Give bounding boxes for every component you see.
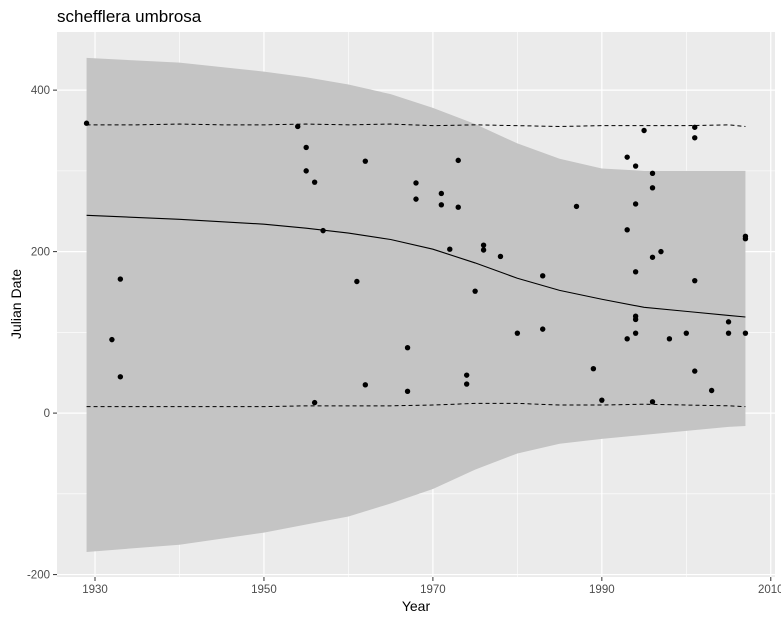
data-point [455, 157, 461, 164]
data-point [632, 163, 639, 169]
data-point [303, 168, 309, 174]
data-point [683, 330, 690, 336]
data-point [692, 135, 698, 141]
data-point [624, 227, 630, 233]
data-point [497, 253, 504, 260]
data-point [649, 185, 656, 191]
data-point [303, 144, 309, 151]
y-tick-label: 400 [31, 85, 50, 97]
data-point [725, 319, 732, 325]
data-point [514, 330, 521, 336]
data-point [632, 316, 639, 323]
data-point [632, 201, 639, 207]
data-point [480, 247, 487, 253]
data-point [599, 397, 605, 403]
data-point [362, 158, 369, 164]
data-point [109, 336, 115, 343]
x-tick-label: 1970 [420, 584, 446, 596]
y-tick-label: 0 [44, 408, 50, 420]
data-point [573, 203, 580, 210]
data-point [311, 179, 318, 185]
data-point [320, 227, 326, 234]
data-point [480, 242, 487, 248]
data-point [438, 190, 445, 197]
data-point [472, 288, 478, 294]
data-point [540, 273, 546, 279]
data-point [624, 154, 630, 160]
x-axis-title: Year [402, 598, 431, 614]
y-tick-label: 200 [31, 247, 50, 259]
fit-line [86, 214, 746, 318]
data-point [83, 120, 90, 126]
data-point [295, 123, 301, 130]
x-tick-label: 2010 [758, 584, 781, 596]
confidence-ribbon [86, 57, 746, 552]
data-point [117, 374, 124, 380]
data-point [455, 204, 461, 210]
y-tick-label: -200 [27, 570, 50, 582]
data-point [708, 387, 715, 394]
data-point [311, 399, 318, 406]
data-point [692, 124, 698, 130]
data-point [632, 269, 639, 275]
x-tick-label: 1950 [251, 584, 277, 596]
data-point [649, 399, 656, 405]
data-point [632, 330, 639, 336]
data-point [590, 365, 597, 372]
data-point [438, 202, 445, 208]
data-point [649, 254, 656, 260]
data-point [463, 381, 470, 387]
data-point [641, 127, 647, 134]
x-tick-label: 1930 [82, 584, 108, 596]
chart-title: schefflera umbrosa [57, 7, 202, 26]
data-point [742, 235, 749, 242]
data-point [666, 336, 673, 342]
data-point [658, 248, 664, 255]
data-points [83, 120, 749, 406]
data-point [624, 336, 630, 342]
data-point [725, 330, 732, 336]
data-point [447, 246, 453, 252]
data-point [692, 368, 698, 374]
y-axis: -200 0 200 400 [27, 85, 57, 582]
x-axis: 1930 1950 1970 1990 2010 [82, 577, 781, 596]
y-axis-title: Julian Date [8, 269, 24, 339]
data-point [540, 326, 546, 332]
data-point [413, 196, 419, 202]
data-point [649, 170, 656, 176]
data-point [692, 277, 698, 284]
data-point [413, 180, 419, 186]
data-point [117, 276, 124, 282]
lower-quantile-line [86, 402, 746, 408]
data-point [362, 382, 369, 388]
data-point [742, 330, 749, 336]
data-point [463, 372, 470, 378]
data-point [404, 344, 411, 351]
upper-quantile-line [86, 123, 746, 127]
data-point [404, 388, 411, 394]
x-tick-label: 1990 [589, 584, 615, 596]
data-point [354, 278, 360, 285]
